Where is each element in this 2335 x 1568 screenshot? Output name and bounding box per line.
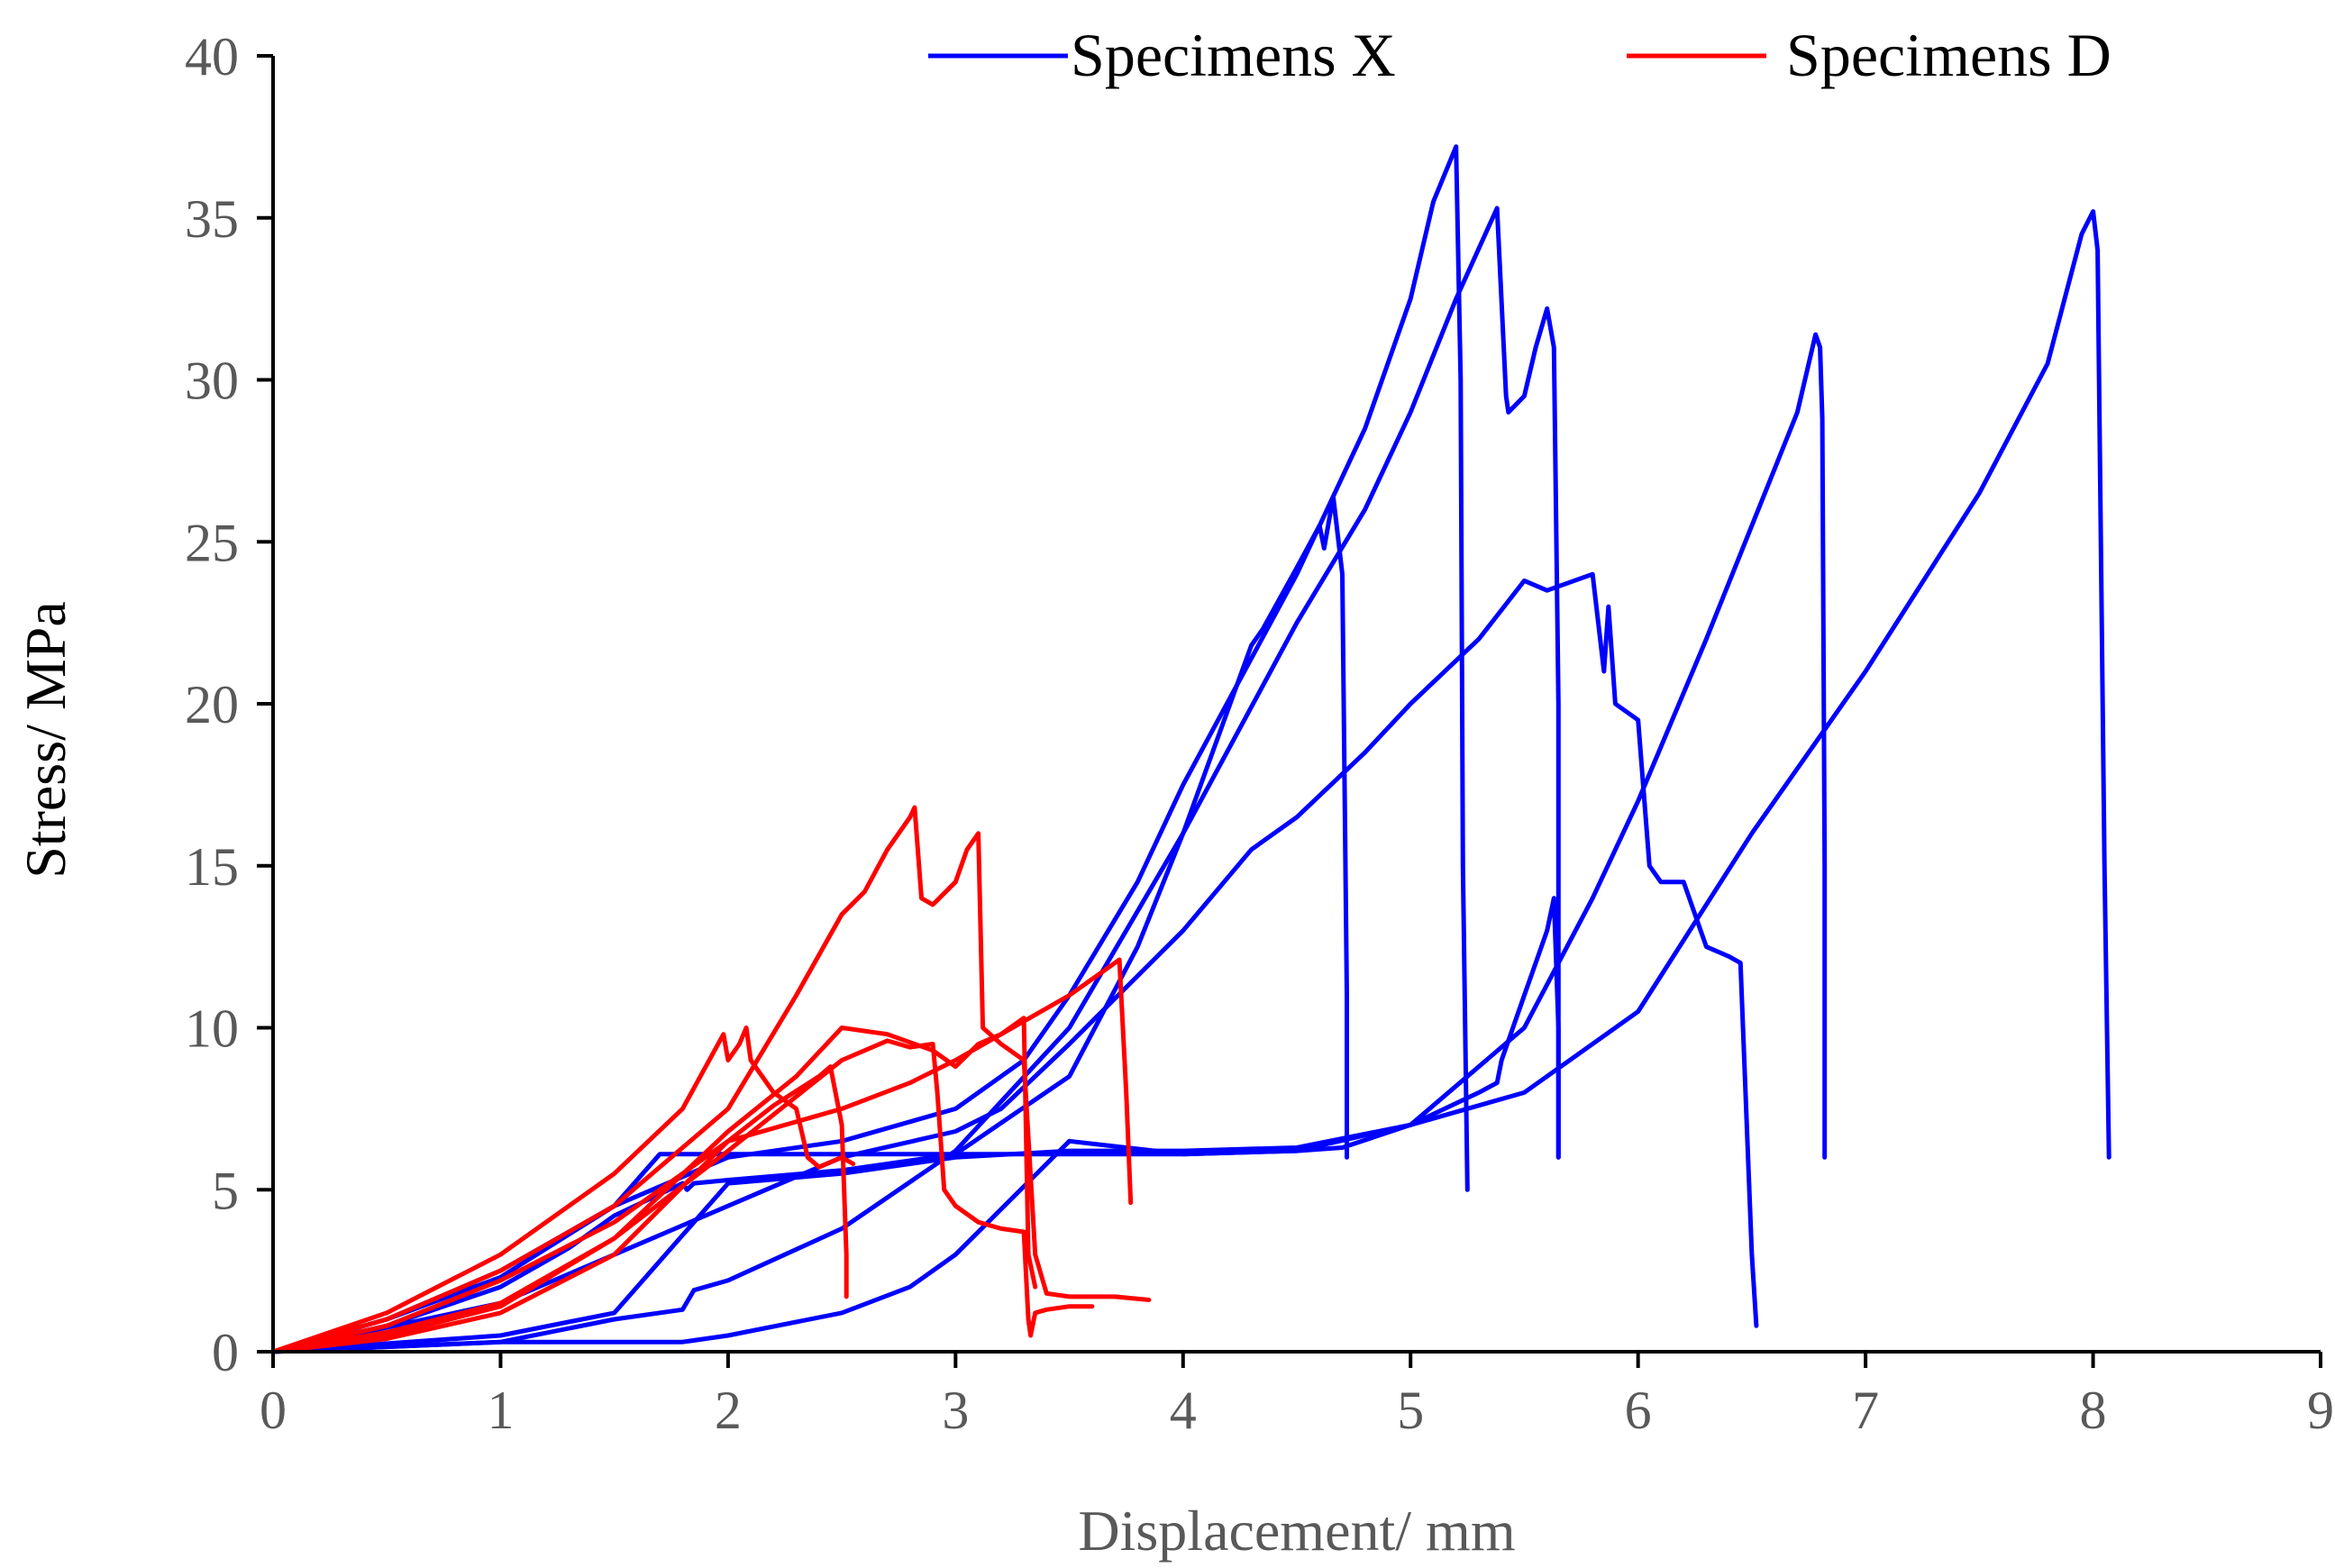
specimens-x-curve-4: [270, 571, 1759, 1354]
specimens-x-curve-3: [270, 205, 1561, 1354]
x-tick-label: 3: [942, 1381, 969, 1440]
legend: Specimens X Specimens D: [928, 21, 2112, 89]
specimens-x-curve-2: [270, 896, 1561, 1354]
y-tick-label: 25: [185, 513, 239, 572]
x-tick-label: 2: [715, 1381, 742, 1440]
x-tick-label: 0: [260, 1381, 287, 1440]
x-tick-label: 4: [1170, 1381, 1197, 1440]
specimens-x-curve-5: [270, 332, 1828, 1354]
y-tick-label: 15: [185, 837, 239, 897]
x-tick-label: 6: [1625, 1381, 1652, 1440]
x-tick-label: 8: [2080, 1381, 2107, 1440]
x-tick-label: 9: [2307, 1381, 2334, 1440]
x-tick-label: 1: [487, 1381, 514, 1440]
ticks: 0 1 2 3 4 5 6 7 8 9 0 5 10 15 20 25 30 35 40: [185, 27, 2334, 1440]
specimens-d-curve-7: [270, 1026, 856, 1354]
y-tick-label: 30: [185, 351, 239, 411]
y-tick-label: 20: [185, 675, 239, 734]
specimens-x-curve-0: [270, 494, 1349, 1354]
axes: [271, 56, 2321, 1354]
y-tick-label: 35: [185, 189, 239, 249]
specimens-d-curve-10: [270, 1038, 1095, 1354]
legend-label-specimens-d: Specimens D: [1786, 21, 2112, 89]
y-tick-label: 5: [212, 1161, 239, 1220]
specimens-x-curve-6: [270, 209, 2112, 1354]
y-tick-label: 10: [185, 999, 239, 1059]
y-tick-label: 40: [185, 27, 239, 87]
specimens-d-curve-9: [270, 1064, 849, 1354]
x-axis-title: Displacement/ mm: [1078, 1499, 1515, 1563]
y-tick-label: 0: [212, 1323, 239, 1382]
legend-label-specimens-x: Specimens X: [1071, 21, 1396, 89]
specimens-d-curve-11: [270, 1016, 1038, 1354]
y-axis-title: Stress/ MPa: [14, 601, 78, 879]
series-layer: [270, 144, 2112, 1354]
x-tick-label: 7: [1852, 1381, 1879, 1440]
specimens-d-curve-12: [270, 957, 1134, 1354]
specimens-d-curve-8: [270, 805, 1152, 1354]
x-tick-label: 5: [1397, 1381, 1424, 1440]
